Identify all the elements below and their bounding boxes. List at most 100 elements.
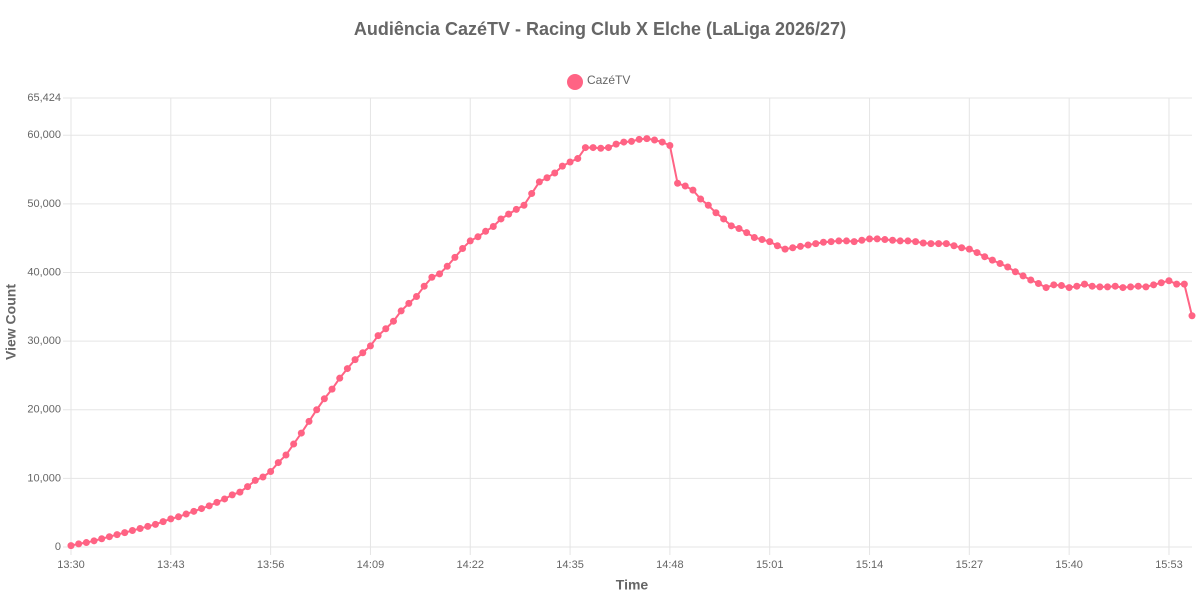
point [935,240,943,248]
point [750,233,758,241]
point [535,178,543,186]
point [835,237,843,245]
point [466,237,474,245]
point [927,240,935,248]
point [320,395,328,403]
point [98,535,106,543]
point [520,201,528,209]
point [244,483,252,491]
point [443,262,451,270]
point [190,507,198,515]
y-tick-label: 65,424 [27,92,61,104]
point [804,241,812,249]
point [842,237,850,245]
legend-label: CazéTV [587,73,630,87]
point [251,476,259,484]
x-tick-label: 14:48 [656,559,684,571]
point [819,238,827,246]
point [297,429,305,437]
point [773,242,781,250]
line [70,137,1193,547]
point [658,138,666,146]
point [305,417,313,425]
x-tick-label: 14:09 [357,559,385,571]
point [827,238,835,246]
point [996,260,1004,268]
point [528,190,536,198]
x-tick-label: 15:01 [756,559,784,571]
point [704,201,712,209]
point [221,495,229,503]
point [151,520,159,528]
point [1180,280,1188,288]
point [1042,284,1050,292]
chart-title: Audiência CazéTV - Racing Club X Elche (… [354,19,846,39]
point [681,182,689,190]
point [90,537,98,545]
point [67,542,75,550]
point [228,491,236,499]
point [1188,312,1196,320]
point [167,515,175,523]
point [674,179,682,187]
point [881,236,889,244]
point [666,142,674,150]
point [896,237,904,245]
point [965,245,973,253]
point [1096,283,1104,291]
point [1142,283,1150,291]
point [1057,282,1065,290]
point [389,317,397,325]
point [981,253,989,261]
point [643,135,651,143]
point [1088,282,1096,290]
point [796,242,804,250]
point [259,473,267,481]
point [620,138,628,146]
point [136,524,144,532]
point [205,502,213,510]
point [942,240,950,248]
point [1157,279,1165,287]
point [1134,282,1142,290]
point [958,244,966,252]
point [912,238,920,246]
point [635,135,643,143]
point [82,539,90,547]
point [405,299,413,307]
y-tick-label: 60,000 [27,129,61,141]
point [459,244,467,252]
point [1034,279,1042,287]
point [866,235,874,243]
y-tick-label: 30,000 [27,335,61,347]
x-tick-label: 15:14 [856,559,884,571]
point [758,236,766,244]
point [558,162,566,170]
point [374,332,382,340]
point [213,498,221,506]
point [451,253,459,261]
point [413,293,421,301]
x-tick-label: 13:43 [157,559,185,571]
point [1019,272,1027,280]
point [489,223,497,231]
point [343,365,351,373]
point [574,155,582,163]
point [1027,276,1035,284]
point [382,325,390,333]
point [850,238,858,246]
x-axis-title: Time [616,577,649,593]
point [604,144,612,152]
point [1104,283,1112,291]
point [397,307,405,315]
point [727,222,735,230]
point [274,459,282,467]
point [1165,277,1173,285]
point [1073,282,1081,290]
point [889,236,897,244]
point [651,136,659,144]
point [1011,268,1019,276]
y-axis-title: View Count [3,284,19,360]
point [1065,284,1073,292]
